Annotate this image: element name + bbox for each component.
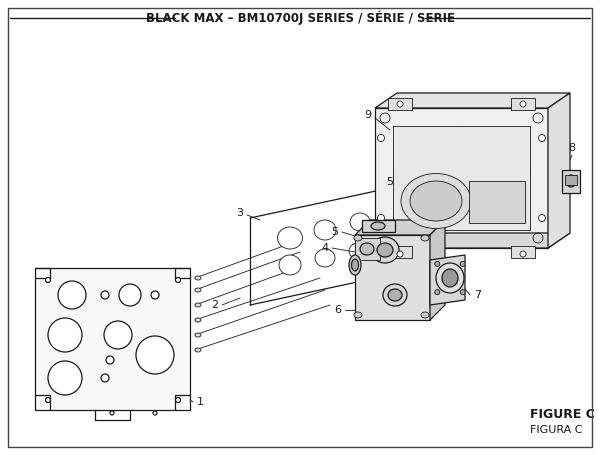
Ellipse shape bbox=[377, 135, 385, 142]
Text: 1: 1 bbox=[197, 397, 203, 407]
Ellipse shape bbox=[315, 249, 335, 267]
Bar bbox=[388, 246, 412, 258]
Ellipse shape bbox=[101, 374, 109, 382]
Ellipse shape bbox=[195, 303, 201, 307]
Text: FIGURE C: FIGURE C bbox=[530, 409, 595, 421]
Text: 6: 6 bbox=[335, 305, 341, 315]
Bar bbox=[511, 98, 535, 110]
Polygon shape bbox=[35, 268, 190, 410]
Ellipse shape bbox=[277, 227, 302, 249]
Ellipse shape bbox=[176, 278, 181, 283]
Ellipse shape bbox=[371, 222, 385, 230]
Ellipse shape bbox=[377, 243, 393, 257]
Ellipse shape bbox=[48, 361, 82, 395]
Ellipse shape bbox=[106, 356, 114, 364]
Ellipse shape bbox=[279, 255, 301, 275]
Ellipse shape bbox=[48, 318, 82, 352]
Ellipse shape bbox=[314, 220, 336, 240]
Ellipse shape bbox=[104, 321, 132, 349]
Ellipse shape bbox=[421, 235, 429, 241]
Polygon shape bbox=[430, 255, 465, 305]
Ellipse shape bbox=[350, 213, 370, 231]
Text: 4: 4 bbox=[322, 243, 329, 253]
Ellipse shape bbox=[195, 333, 201, 337]
Text: 9: 9 bbox=[364, 110, 371, 120]
Text: 5: 5 bbox=[386, 177, 394, 187]
Ellipse shape bbox=[383, 284, 407, 306]
Text: BLACK MAX – BM10700J SERIES / SÉRIE / SERIE: BLACK MAX – BM10700J SERIES / SÉRIE / SE… bbox=[146, 11, 455, 25]
Bar bbox=[388, 98, 412, 110]
Polygon shape bbox=[430, 220, 445, 320]
Ellipse shape bbox=[435, 290, 440, 295]
Polygon shape bbox=[362, 220, 395, 232]
Ellipse shape bbox=[176, 398, 181, 403]
Ellipse shape bbox=[360, 243, 374, 255]
Text: FIGURA C: FIGURA C bbox=[530, 425, 583, 435]
Ellipse shape bbox=[435, 261, 440, 266]
Ellipse shape bbox=[421, 312, 429, 318]
Ellipse shape bbox=[119, 284, 141, 306]
Bar bbox=[511, 246, 535, 258]
Ellipse shape bbox=[397, 101, 403, 107]
Ellipse shape bbox=[520, 251, 526, 257]
Ellipse shape bbox=[46, 398, 50, 403]
Text: 2: 2 bbox=[211, 300, 218, 310]
Ellipse shape bbox=[354, 235, 362, 241]
Ellipse shape bbox=[377, 214, 385, 222]
Ellipse shape bbox=[566, 175, 576, 187]
Bar bbox=[393, 126, 530, 230]
Ellipse shape bbox=[46, 278, 50, 283]
Bar bbox=[565, 175, 577, 185]
Ellipse shape bbox=[354, 312, 362, 318]
Ellipse shape bbox=[136, 336, 174, 374]
Ellipse shape bbox=[371, 237, 399, 263]
Bar bbox=[469, 181, 525, 223]
Ellipse shape bbox=[153, 411, 157, 415]
Ellipse shape bbox=[397, 251, 403, 257]
Polygon shape bbox=[355, 235, 430, 320]
Ellipse shape bbox=[460, 261, 465, 266]
Ellipse shape bbox=[388, 289, 402, 301]
Ellipse shape bbox=[151, 291, 159, 299]
Ellipse shape bbox=[195, 276, 201, 280]
Polygon shape bbox=[548, 93, 570, 248]
Bar bbox=[355, 238, 380, 260]
Polygon shape bbox=[375, 93, 570, 108]
Ellipse shape bbox=[58, 281, 86, 309]
Ellipse shape bbox=[352, 259, 359, 271]
Ellipse shape bbox=[520, 101, 526, 107]
Text: 8: 8 bbox=[568, 143, 575, 153]
Ellipse shape bbox=[349, 255, 361, 275]
Ellipse shape bbox=[401, 173, 471, 228]
Polygon shape bbox=[375, 233, 570, 248]
Ellipse shape bbox=[101, 291, 109, 299]
Ellipse shape bbox=[195, 318, 201, 322]
Text: 5: 5 bbox=[331, 227, 338, 237]
Ellipse shape bbox=[410, 181, 462, 221]
Ellipse shape bbox=[539, 214, 545, 222]
Ellipse shape bbox=[349, 243, 367, 259]
Bar bbox=[375, 108, 548, 248]
Text: 3: 3 bbox=[236, 208, 244, 218]
Ellipse shape bbox=[539, 135, 545, 142]
Ellipse shape bbox=[195, 288, 201, 292]
Polygon shape bbox=[355, 220, 445, 235]
Ellipse shape bbox=[195, 348, 201, 352]
Ellipse shape bbox=[110, 411, 114, 415]
Ellipse shape bbox=[442, 269, 458, 287]
Ellipse shape bbox=[460, 290, 465, 295]
Polygon shape bbox=[562, 170, 580, 193]
Text: 7: 7 bbox=[475, 290, 482, 300]
Ellipse shape bbox=[436, 263, 464, 293]
